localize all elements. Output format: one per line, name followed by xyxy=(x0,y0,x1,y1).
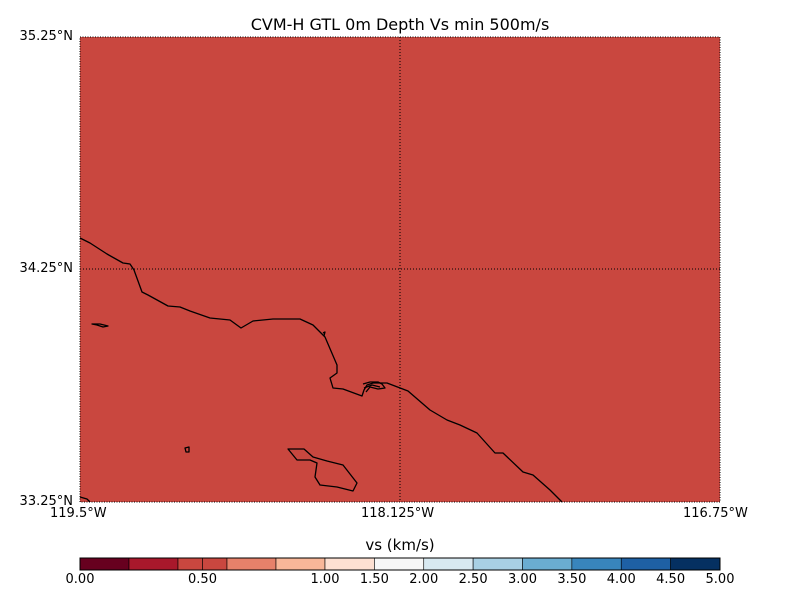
anacapa-island xyxy=(91,323,109,328)
colorbar-tick-label: 1.00 xyxy=(310,572,340,587)
lat-label-bottom: 33.25°N xyxy=(19,494,73,509)
colorbar-segment xyxy=(202,557,228,571)
map-frame xyxy=(79,36,721,503)
pier-detail xyxy=(322,331,326,337)
colorbar-segment xyxy=(620,557,671,571)
colorbar-segment xyxy=(226,557,277,571)
lon-label-middle: 118.125°W xyxy=(361,506,435,521)
mainland-coastline xyxy=(79,237,563,503)
lon-label-right: 116.75°W xyxy=(683,506,748,521)
colorbar xyxy=(79,557,721,571)
colorbar-tick-label: 1.50 xyxy=(359,572,389,587)
colorbar-segment xyxy=(472,557,523,571)
san-clemente-island-tip xyxy=(79,496,91,503)
colorbar-frame xyxy=(79,557,721,571)
colorbar-label: vs (km/s) xyxy=(365,536,435,554)
colorbar-segment xyxy=(522,557,573,571)
colorbar-segment xyxy=(670,557,721,571)
colorbar-tick-label: 4.00 xyxy=(606,572,636,587)
colorbar-tick-label: 0.50 xyxy=(188,572,217,587)
colorbar-segment xyxy=(324,557,375,571)
small-island xyxy=(184,446,190,453)
colorbar-segment xyxy=(423,557,474,571)
colorbar-segment xyxy=(571,557,622,571)
colorbar-segment xyxy=(177,557,203,571)
colorbar-segment xyxy=(374,557,425,571)
colorbar-tick-label: 0.00 xyxy=(65,572,95,587)
colorbar-tick-label: 3.50 xyxy=(557,572,587,587)
colorbar-tick-label: 3.00 xyxy=(508,572,537,587)
colorbar-tick-label: 5.00 xyxy=(705,572,735,587)
colorbar-segment xyxy=(79,557,130,571)
colorbar-tick-label: 2.00 xyxy=(409,572,439,587)
colorbar-segment xyxy=(275,557,326,571)
lat-label-top: 35.25°N xyxy=(19,29,73,44)
colorbar-tick-label: 4.50 xyxy=(656,572,686,587)
lat-label-middle: 34.25°N xyxy=(19,261,73,276)
colorbar-tick-label: 2.50 xyxy=(458,572,488,587)
catalina-island xyxy=(287,448,358,492)
map-title: CVM-H GTL 0m Depth Vs min 500m/s xyxy=(250,15,550,34)
colorbar-segment xyxy=(128,557,179,571)
lon-label-left: 119.5°W xyxy=(50,506,107,521)
harbor-detail xyxy=(362,381,386,393)
